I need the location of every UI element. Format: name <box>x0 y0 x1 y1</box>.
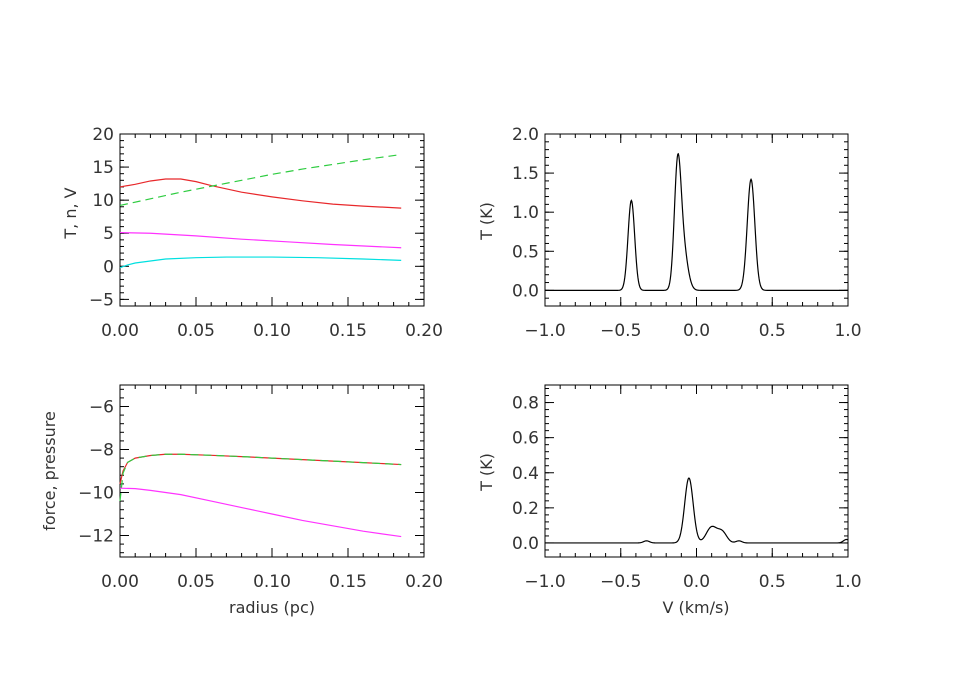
series-line-2 <box>119 487 402 538</box>
plot-frame <box>119 133 425 307</box>
y-tick-label: 0.8 <box>512 394 539 414</box>
x-tick-label: −0.5 <box>600 572 641 592</box>
panel4-xlabel: V (km/s) <box>662 598 729 617</box>
x-tick-label: −1.0 <box>524 321 565 341</box>
x-tick-label: 0.20 <box>405 321 443 341</box>
series-line-0 <box>545 152 848 291</box>
y-tick-label: 1.0 <box>512 203 539 223</box>
y-tick-label: 20 <box>92 125 114 145</box>
panel1-plot: 0.00 0.05 0.10 0.15 0.20 −5 0 5 10 15 20 <box>89 125 443 341</box>
x-tick-label: 0.5 <box>759 321 786 341</box>
y-tick-label: −10 <box>78 484 114 504</box>
x-tick-label: 0.5 <box>759 572 786 592</box>
x-tick-label: −0.5 <box>600 321 641 341</box>
x-tick-label: 0.0 <box>683 572 710 592</box>
y-tick-label: 0.0 <box>512 534 539 554</box>
panel3-ylabel: force, pressure <box>40 411 59 531</box>
y-tick-label: 15 <box>92 158 114 178</box>
x-tick-label: 0.00 <box>101 572 139 592</box>
series-line-2 <box>119 231 402 249</box>
panel1-ylabel: T, n, V <box>61 187 80 239</box>
y-tick-label: 10 <box>92 191 114 211</box>
x-tick-label: 0.15 <box>329 321 367 341</box>
panel-line-profile-lower: T (K) V (km/s) −1.0 −0.5 0.0 0.5 1.0 0.0 0.2 0.… <box>477 384 862 617</box>
panel4-plot: −1.0 −0.5 0.0 0.5 1.0 0.0 0.2 0.4 0.6 0.8 <box>512 384 862 592</box>
y-tick-label: 0.2 <box>512 499 539 519</box>
plot-frame <box>544 133 849 307</box>
x-tick-label: 0.10 <box>253 572 291 592</box>
panel-temperature-density-velocity: T, n, V 0.00 0.05 0.10 0.15 0.20 −5 0 5 10 15 20 <box>61 125 443 341</box>
y-tick-label: −12 <box>78 527 114 547</box>
panel3-plot: 0.00 0.05 0.10 0.15 0.20 −12 −10 −8 −6 <box>78 384 443 592</box>
plot-frame <box>119 384 425 558</box>
x-tick-label: 0.05 <box>177 572 215 592</box>
series-line-0 <box>119 453 402 485</box>
x-tick-label: −1.0 <box>524 572 565 592</box>
panel2-ylabel: T (K) <box>477 202 496 241</box>
y-tick-label: 0.0 <box>512 281 539 301</box>
y-tick-label: 0.4 <box>512 464 539 484</box>
panel4-ylabel: T (K) <box>477 453 496 492</box>
y-tick-label: 1.5 <box>512 164 539 184</box>
x-tick-label: 0.10 <box>253 321 291 341</box>
y-tick-label: −6 <box>89 398 114 418</box>
panel-line-profile-upper: T (K) −1.0 −0.5 0.0 0.5 1.0 0.0 0.5 1.0 1.5 2.0 <box>477 125 862 341</box>
series-line-1 <box>119 153 402 207</box>
x-tick-label: 0.05 <box>177 321 215 341</box>
x-tick-label: 0.15 <box>329 572 367 592</box>
y-tick-label: 5 <box>103 224 114 244</box>
y-tick-label: 2.0 <box>512 125 539 145</box>
y-tick-label: 0.5 <box>512 242 539 262</box>
x-tick-label: 1.0 <box>834 572 861 592</box>
y-tick-label: 0.6 <box>512 429 539 449</box>
x-tick-label: 0.0 <box>683 321 710 341</box>
y-tick-label: −8 <box>89 441 114 461</box>
series-line-1 <box>119 453 402 502</box>
y-tick-label: 0 <box>103 257 114 277</box>
x-tick-label: 0.20 <box>405 572 443 592</box>
series-line-3 <box>119 256 402 269</box>
panel-force-pressure: force, pressure radius (pc) 0.00 0.05 0.10… <box>40 384 443 617</box>
x-tick-label: 1.0 <box>834 321 861 341</box>
series-line-0 <box>119 178 402 209</box>
series-line-0 <box>545 477 849 544</box>
y-tick-label: −5 <box>89 290 114 310</box>
x-tick-label: 0.00 <box>101 321 139 341</box>
panel3-xlabel: radius (pc) <box>229 598 315 617</box>
panel2-plot: −1.0 −0.5 0.0 0.5 1.0 0.0 0.5 1.0 1.5 2.0 <box>512 125 862 341</box>
